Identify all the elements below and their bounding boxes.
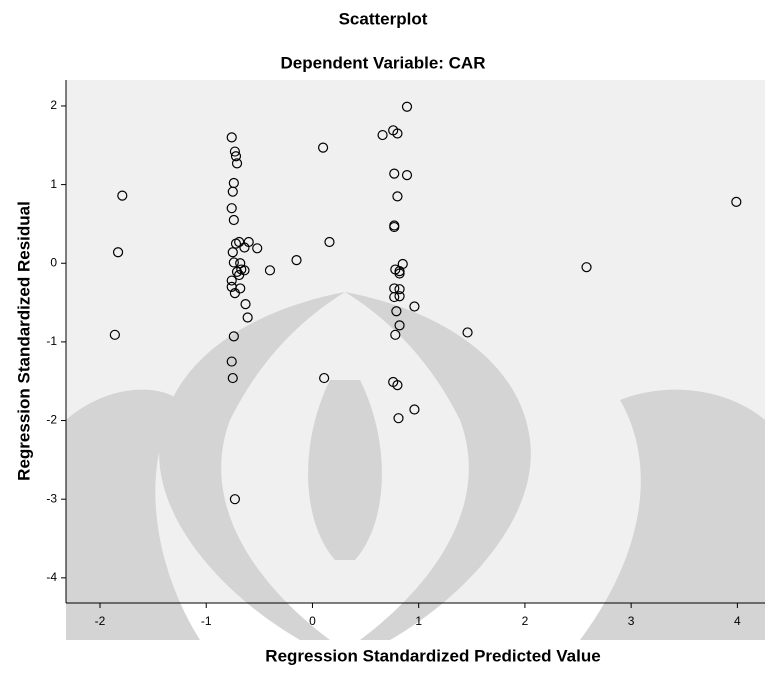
point: [252, 243, 263, 254]
point: [319, 372, 330, 384]
y-tick-label: -2: [46, 413, 57, 427]
y-tick-label: 1: [50, 177, 57, 191]
point: [227, 186, 238, 197]
point: [228, 257, 239, 268]
y-tick-label: -3: [46, 491, 57, 505]
point: [226, 132, 237, 143]
x-tick-label: 3: [628, 614, 635, 628]
point: [117, 190, 128, 201]
point: [389, 168, 400, 179]
point: [462, 327, 473, 338]
point: [235, 283, 246, 294]
point: [390, 329, 401, 340]
point: [242, 312, 253, 323]
point: [231, 158, 243, 169]
point: [394, 284, 405, 295]
x-tick-label: -1: [201, 614, 212, 628]
point: [228, 214, 239, 226]
point: [112, 247, 124, 258]
x-tick-label: 0: [309, 614, 316, 628]
y-tick-label: 0: [50, 255, 57, 269]
x-tick-label: -2: [95, 614, 106, 628]
x-tick-label: 4: [734, 614, 741, 628]
point: [392, 380, 403, 391]
point: [397, 258, 408, 270]
point: [227, 372, 238, 384]
point: [226, 203, 237, 214]
point: [731, 196, 742, 208]
point: [394, 291, 405, 302]
point: [394, 320, 405, 331]
point: [391, 306, 402, 317]
point: [389, 221, 400, 233]
point: [228, 331, 239, 342]
chart-subtitle: Dependent Variable: CAR: [281, 53, 486, 72]
point: [230, 151, 242, 162]
point: [317, 142, 329, 153]
point: [240, 299, 251, 310]
point: [409, 301, 420, 312]
point: [409, 404, 420, 415]
point: [264, 265, 276, 276]
point: [229, 146, 241, 157]
point: [377, 129, 388, 141]
point: [239, 242, 250, 253]
point: [324, 236, 335, 248]
point: [227, 247, 238, 258]
point: [581, 262, 592, 273]
point: [394, 268, 405, 279]
point: [393, 413, 404, 424]
y-tick-label: 2: [50, 98, 57, 112]
watermark: [66, 292, 765, 640]
x-tick-label: 1: [415, 614, 422, 628]
x-axis-title: Regression Standardized Predicted Value: [265, 646, 600, 665]
point: [392, 191, 403, 202]
point: [234, 269, 245, 281]
point: [229, 494, 241, 505]
point: [401, 101, 413, 112]
y-axis-title: Regression Standardized Residual: [14, 201, 33, 481]
point: [109, 329, 120, 340]
y-tick-label: -1: [46, 334, 57, 348]
chart-title: Scatterplot: [339, 9, 428, 28]
point: [291, 255, 302, 266]
point: [226, 275, 237, 286]
point: [401, 170, 413, 181]
point: [389, 291, 400, 303]
point: [226, 356, 237, 367]
point: [392, 128, 403, 139]
y-tick-label: -4: [46, 570, 57, 584]
x-tick-label: 2: [522, 614, 529, 628]
